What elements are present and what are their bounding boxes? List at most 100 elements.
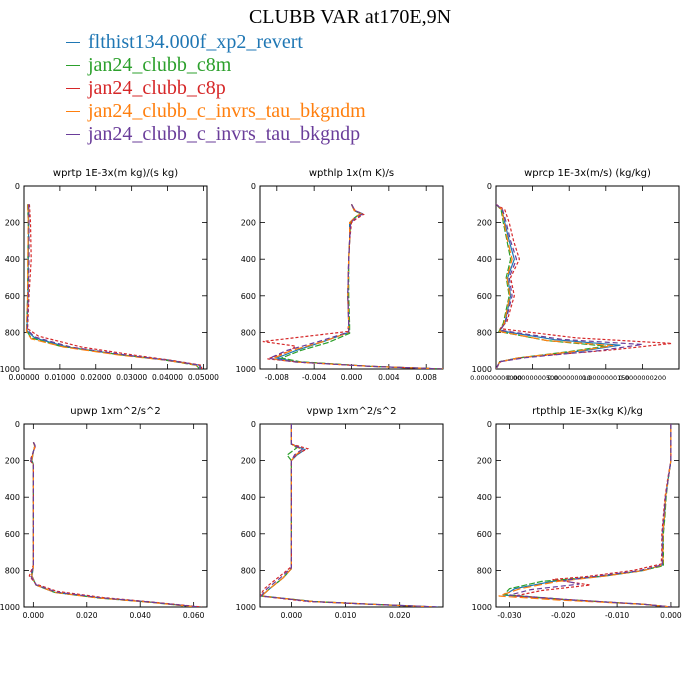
plot-frame [23,423,208,608]
x-tick-label: 0.00000 [8,373,39,382]
y-tick-label: 600 [5,530,20,539]
y-tick-label: 1000 [236,603,256,612]
panel-title: wpthlp 1x(m K)/s [309,168,394,179]
y-tick-label: 200 [5,457,20,466]
series-line [262,203,443,369]
x-tick-label: 0.04000 [152,373,183,382]
series-line [30,442,197,607]
y-tick-label: 200 [241,457,256,466]
x-tick-label: 0.05000 [188,373,219,382]
y-tick-label: 800 [5,328,20,337]
y-tick-label: 400 [241,255,256,264]
x-tick-label: 0.02000 [80,373,111,382]
series-line [31,442,200,607]
x-tick-label: 0.060 [183,611,205,620]
y-tick-label: 600 [241,530,256,539]
y-tick-label: 0 [251,182,256,191]
x-tick-label: 0.0000000150 [582,374,630,382]
y-tick-label: 1000 [472,365,492,374]
y-tick-label: 800 [477,328,492,337]
series-line [260,424,438,607]
legend-item: jan24_clubb_c8p [66,77,366,100]
legend-item: jan24_clubb_c_invrs_tau_bkgndp [66,123,366,146]
y-tick-label: 200 [5,219,20,228]
panel-title: rtpthlp 1E-3x(kg K)/kg [532,406,643,417]
x-tick-label: 0.000 [341,373,363,382]
y-tick-label: 1000 [472,603,492,612]
y-tick-label: 1000 [0,603,20,612]
series-line [502,424,672,607]
x-tick-label: 0.020 [389,611,411,620]
panel: rtpthlp 1E-3x(kg K)/kg02004006008001000-… [472,406,682,620]
series-line [502,424,672,607]
y-tick-label: 1000 [0,365,20,374]
legend-item: jan24_clubb_c_invrs_tau_bkgndm [66,100,366,123]
y-tick-label: 400 [477,255,492,264]
series-line [269,204,443,369]
x-tick-label: 0.03000 [116,373,147,382]
x-tick-label: 0.00000000500 [507,374,559,382]
x-tick-label: -0.020 [551,611,575,620]
x-tick-label: 0.000 [23,611,45,620]
legend-label: jan24_clubb_c_invrs_tau_bkgndp [88,123,361,145]
legend-swatch [66,88,80,89]
series-line [496,203,614,369]
series-line [28,442,202,607]
series-line [26,204,203,369]
x-tick-label: -0.030 [497,611,521,620]
legend-label: flthist134.000f_xp2_revert [88,31,303,53]
y-tick-label: 600 [241,292,256,301]
y-tick-label: 600 [477,292,492,301]
series-line [267,203,443,369]
panel-title: upwp 1xm^2/s^2 [70,406,160,417]
y-tick-label: 200 [241,219,256,228]
panel-title: wprcp 1E-3x(m/s) (kg/kg) [524,168,651,179]
y-tick-label: 600 [5,292,20,301]
x-tick-label: 0.00000000000 [470,374,522,382]
plot-frame [259,185,444,370]
y-tick-label: 400 [5,255,20,264]
x-tick-label: -0.010 [605,611,629,620]
series-line [274,204,443,369]
x-tick-label: 0.010 [335,611,357,620]
x-tick-label: 0.000 [660,611,682,620]
x-tick-label: 0.0000000200 [619,374,667,382]
plot-frame [23,185,208,370]
y-tick-label: 600 [477,530,492,539]
legend-label: jan24_clubb_c8m [88,54,232,76]
series-line [496,203,672,369]
series-line [260,424,438,607]
series-line [498,424,672,607]
legend-swatch [66,42,80,43]
legend-swatch [66,65,80,66]
y-tick-label: 400 [5,493,20,502]
legend-label: jan24_clubb_c_invrs_tau_bkgndm [88,100,366,122]
series-line [509,424,672,607]
legend-label: jan24_clubb_c8p [88,77,226,99]
y-tick-label: 200 [477,457,492,466]
y-tick-label: 0 [487,182,492,191]
series-line [514,424,672,607]
x-tick-label: 0.020 [76,611,98,620]
y-tick-label: 0 [15,420,20,429]
y-tick-label: 800 [241,566,256,575]
panel: wprtp 1E-3x(m kg)/(s kg) 0 200 400 600 800 100… [0,168,219,382]
series-line [496,203,643,369]
x-tick-label: 0.000 [281,611,303,620]
x-tick-label: 0.004 [378,373,400,382]
figure-title: CLUBB VAR at170E,9N [248,6,452,28]
y-tick-label: 800 [241,328,256,337]
y-tick-label: 200 [477,219,492,228]
series-line [26,204,201,369]
x-tick-label: -0.008 [265,373,289,382]
y-tick-label: 800 [477,566,492,575]
series-line [260,424,438,607]
legend-item: jan24_clubb_c8m [66,54,366,77]
panel: vpwp 1xm^2/s^2 0 200 400 600 800 1000 0.000 0.01… [236,406,444,620]
x-tick-label: 0.000000010 [547,374,590,382]
y-tick-label: 0 [15,182,20,191]
panel-title: vpwp 1xm^2/s^2 [306,406,396,417]
series-line [31,442,197,607]
panel: wpthlp 1x(m K)/s 0 200 400 600 800 1000 -0.008 -… [236,168,444,382]
